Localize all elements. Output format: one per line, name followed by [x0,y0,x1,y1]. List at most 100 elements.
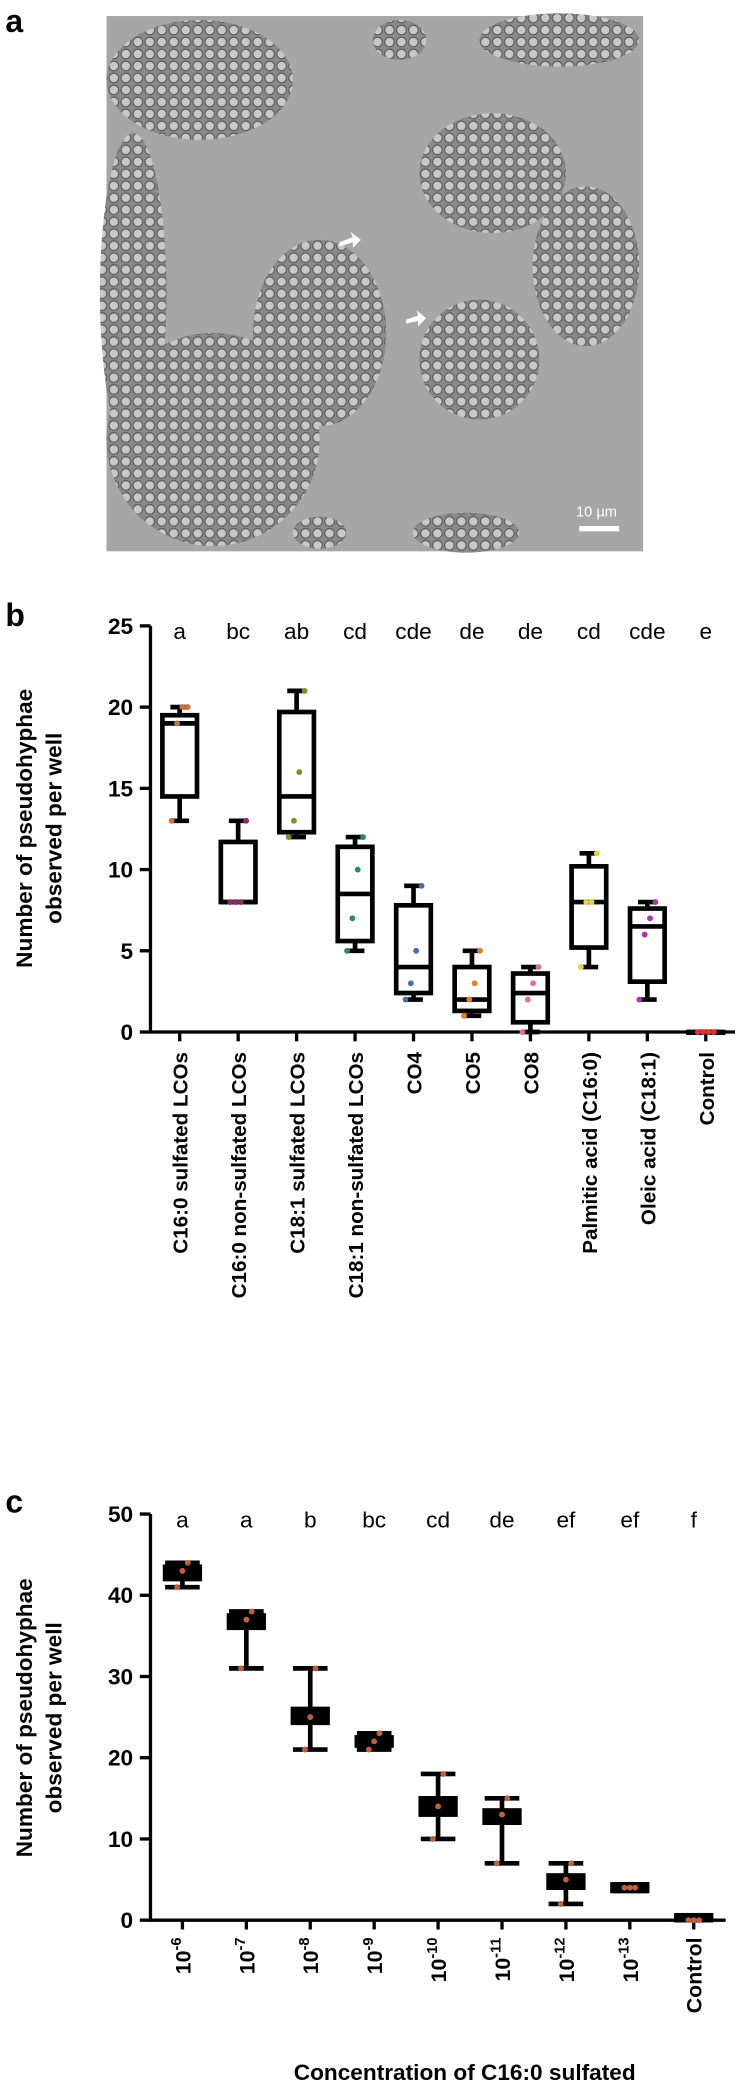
significance-letter: a [173,619,186,644]
x-tick-label: 10-11 [489,1937,515,1981]
y-tick-label: 20 [108,695,133,720]
significance-letter: a [240,1507,253,1532]
data-point [466,996,473,1003]
y-tick-label: 5 [121,939,134,964]
significance-letter: e [699,619,712,644]
data-point [184,704,191,711]
significance-letter: cd [577,619,601,644]
data-point [349,915,356,922]
x-tick-label-base: 10 [555,1959,579,1983]
y-tick-label: 10 [108,1827,133,1852]
data-point [504,1795,511,1802]
x-tick-label-exponent: -9 [361,1937,377,1950]
data-point [307,1714,314,1721]
data-point [227,899,234,905]
data-point [577,964,584,970]
significance-letter: bc [362,1507,386,1532]
data-point [243,1616,250,1623]
panel-label: a [5,3,23,39]
data-point [710,1029,717,1035]
x-tick-label-exponent: -11 [489,1937,505,1957]
x-tick-label: Control [696,1052,719,1125]
data-point [402,996,409,1003]
data-point [647,915,653,922]
y-axis-title: Number of pseudohyphae [12,689,37,968]
x-tick-label-exponent: -6 [169,1937,185,1950]
data-point [632,1884,639,1891]
x-tick-label-exponent: -7 [233,1937,249,1950]
data-point [371,1738,378,1745]
data-point [413,947,420,954]
data-point [696,1917,702,1924]
data-point [232,899,239,905]
box [160,712,200,799]
significance-letter: cd [426,1507,450,1532]
x-tick-label-base: Control [683,1937,707,2013]
data-point [296,769,303,776]
data-point [360,834,366,841]
x-tick-label-exponent: -13 [616,1937,632,1958]
data-point [285,834,292,841]
significance-letter: b [304,1507,317,1532]
significance-letter: cde [629,619,665,644]
data-point [168,817,175,824]
significance-letter: ef [620,1507,640,1532]
y-tick-label: 30 [108,1664,133,1689]
data-point [477,947,483,954]
data-point [291,817,297,824]
data-point [626,1884,633,1891]
box [627,906,667,984]
data-point [418,882,425,889]
data-point [652,899,659,905]
data-point [429,1836,436,1842]
x-tick-label-exponent: -12 [553,1937,569,1958]
data-point [174,1584,181,1591]
box [218,839,258,905]
x-tick-label: CO4 [404,1051,427,1094]
significance-letter: ab [284,619,309,644]
data-point [621,1884,628,1891]
data-point [237,899,244,905]
x-tick-label: Oleic acid (C18:1) [637,1052,660,1225]
x-tick-label-base: 10 [427,1959,451,1983]
data-point [184,1559,191,1566]
box [276,709,317,835]
data-point [705,1029,712,1035]
significance-letter: ef [556,1507,576,1532]
x-tick-label: C18:1 sulfated LCOs [287,1052,310,1254]
y-tick-label: 40 [108,1583,133,1608]
x-tick-label: CO8 [520,1052,543,1094]
data-point [354,866,361,873]
data-point [562,1876,569,1883]
x-tick-label-exponent: -10 [425,1937,441,1958]
x-tick-label: C16:0 non-sulfated LCOs [228,1052,251,1298]
data-point [557,1900,564,1907]
data-point [493,1860,500,1867]
significance-letter: f [691,1507,698,1532]
data-point [179,1567,186,1574]
data-point [588,899,595,905]
x-tick-label-base: 10 [171,1950,195,1974]
x-tick-label: 10-9 [361,1937,387,1974]
x-tick-label-base: 10 [235,1950,259,1974]
data-point [248,1608,255,1615]
x-tick-label-base: 10 [363,1950,387,1974]
x-tick-label: 10-6 [169,1937,195,1974]
data-point [461,1012,467,1019]
x-tick-label-base: 10 [299,1950,323,1974]
box [393,902,434,996]
data-point [312,1665,319,1672]
y-tick-label: 15 [108,776,133,801]
x-tick-label: 10-13 [616,1937,642,1982]
data-point [535,964,542,970]
significance-letter: cde [395,619,431,644]
significance-letter: de [459,619,484,644]
x-tick-label: 10-10 [425,1937,451,1982]
box [452,964,492,1014]
data-point [179,704,186,711]
box [569,863,609,950]
data-point [301,1746,308,1753]
data-point [301,687,308,694]
